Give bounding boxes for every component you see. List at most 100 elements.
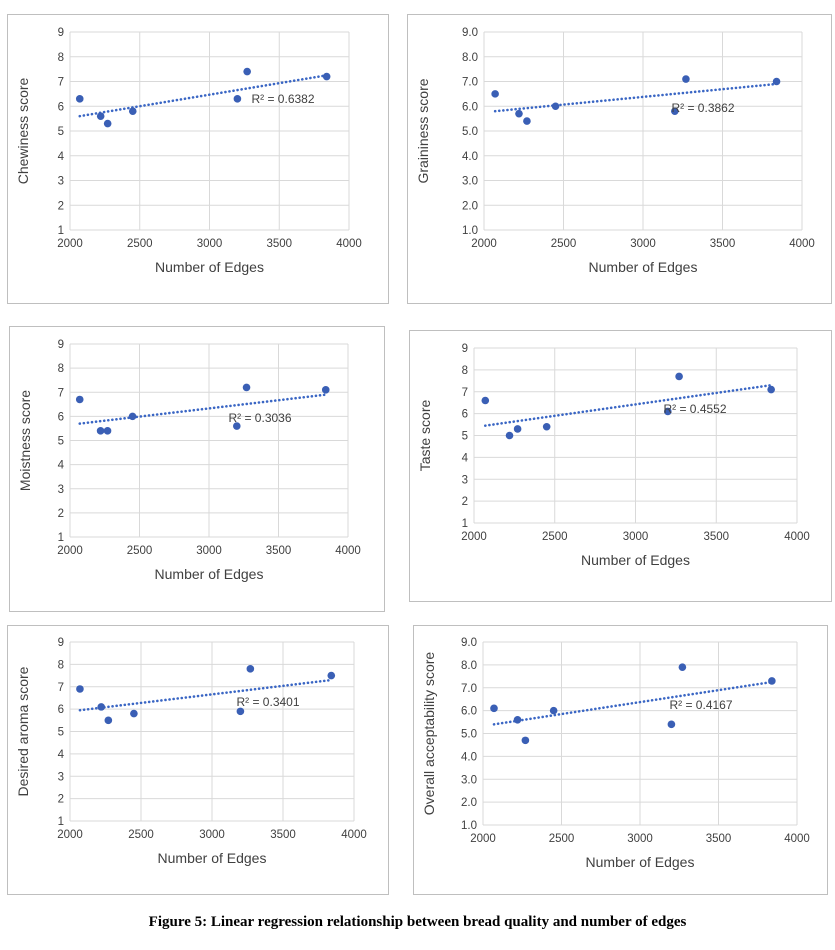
y-tick-label: 4	[462, 452, 469, 464]
y-tick-label: 8.0	[462, 52, 478, 64]
y-tick-label: 8.0	[461, 660, 477, 672]
y-tick-label: 6	[58, 704, 64, 716]
data-point	[75, 95, 84, 103]
data-point	[104, 716, 113, 725]
data-point	[236, 707, 245, 716]
y-tick-label: 1	[58, 532, 64, 544]
data-point	[321, 386, 330, 394]
x-tick-label: 3500	[270, 829, 296, 841]
x-tick-label: 3500	[266, 238, 292, 250]
y-tick-label: 9.0	[462, 27, 478, 39]
data-point	[682, 75, 690, 83]
data-point	[768, 677, 776, 685]
trendline	[492, 680, 774, 726]
data-point	[481, 396, 490, 405]
x-tick-label: 2000	[57, 545, 83, 557]
chart-panel-moistness: 1 2 3 4 5 6 7 8 9 2000 2500 3000 3500 4000 R² = 0.3036…	[9, 326, 385, 612]
data-point	[96, 112, 105, 120]
chart-panel-aroma: 1 2 3 4 5 6 7 8 9 2000 2500 3000 3500 4000 R² = 0.3401…	[7, 625, 389, 895]
data-point	[246, 665, 255, 673]
y-tick-label: 5.0	[461, 729, 477, 741]
data-point	[772, 77, 781, 86]
y-tick-label: 3	[462, 474, 468, 486]
y-tick-label: 9	[58, 339, 64, 351]
y-tick-label: 4	[58, 749, 65, 761]
y-tick-label: 3.0	[461, 774, 477, 786]
x-tick-label: 4000	[784, 531, 810, 543]
y-tick-label: 6.0	[462, 101, 478, 113]
x-tick-label: 3000	[196, 545, 222, 557]
y-tick-label: 1	[58, 816, 64, 828]
x-tick-label: 2500	[549, 833, 575, 845]
chart-graininess: 1.0 2.0 3.0 4.0 5.0 6.0 7.0 8.0 9.0 2000 2500 3000 3…	[415, 27, 815, 275]
x-tick-label: 3500	[703, 531, 729, 543]
chart-chewiness: 1 2 3 4 5 6 7 8 9 2000 2500 3000 3500 4000 R² = 0.6382…	[15, 27, 362, 275]
y-tick-label: 3	[58, 771, 64, 783]
y-tick-label: 4.0	[462, 151, 478, 163]
data-point	[75, 395, 84, 404]
y-tick-label: 5.0	[462, 126, 478, 138]
y-tick-label: 4	[58, 460, 65, 472]
y-tick-label: 5	[58, 436, 64, 448]
data-point	[490, 704, 498, 713]
data-point	[523, 117, 531, 125]
x-tick-label: 3500	[710, 238, 736, 250]
chart-panel-taste: 1 2 3 4 5 6 7 8 9 2000 2500 3000 3500 4000 R² = 0.4552…	[409, 330, 832, 602]
x-tick-label: 4000	[335, 545, 361, 557]
x-tick-label: 3000	[197, 238, 223, 250]
y-tick-label: 1.0	[461, 820, 477, 832]
data-point	[76, 685, 84, 693]
data-point	[491, 90, 499, 98]
x-tick-label: 3000	[623, 531, 649, 543]
y-tick-label: 1.0	[462, 225, 478, 237]
x-axis-label: Number of Edges	[581, 552, 690, 568]
y-tick-label: 5	[462, 431, 468, 443]
data-point	[678, 663, 687, 671]
x-tick-label: 3000	[627, 833, 653, 845]
y-tick-label: 3.0	[462, 176, 478, 188]
y-tick-label: 2	[58, 794, 64, 806]
y-tick-label: 8	[58, 659, 64, 671]
chart-panel-graininess: 1.0 2.0 3.0 4.0 5.0 6.0 7.0 8.0 9.0 2000 2500 3000 3…	[407, 14, 832, 304]
trendline	[78, 74, 328, 118]
data-point	[233, 95, 242, 103]
y-tick-label: 4.0	[461, 751, 477, 763]
y-axis-label: Overall acceptability score	[421, 652, 437, 816]
x-tick-label: 3000	[630, 238, 656, 250]
data-point	[130, 709, 138, 718]
y-tick-label: 9	[58, 637, 64, 649]
y-tick-label: 2	[58, 200, 64, 212]
r-squared-label: R² = 0.3401	[236, 695, 299, 709]
x-axis-label: Number of Edges	[589, 259, 698, 275]
y-tick-label: 9	[462, 343, 468, 355]
r-squared-label: R² = 0.4167	[669, 698, 732, 712]
y-axis-label: Chewiness score	[15, 77, 31, 184]
y-axis-label: Moistness score	[17, 390, 33, 491]
y-tick-label: 6	[58, 101, 64, 113]
x-tick-label: 2500	[127, 545, 153, 557]
x-tick-label: 2500	[127, 238, 153, 250]
trendline	[484, 383, 773, 427]
data-point	[242, 383, 251, 392]
y-tick-label: 6	[462, 409, 468, 421]
x-tick-label: 2000	[57, 238, 83, 250]
y-axis-label: Desired aroma score	[15, 666, 31, 796]
data-point	[103, 427, 112, 435]
y-tick-label: 7	[58, 682, 64, 694]
y-tick-label: 3	[58, 176, 64, 188]
x-axis-label: Number of Edges	[158, 850, 267, 866]
y-tick-label: 2	[462, 496, 468, 508]
data-point	[96, 427, 105, 435]
y-tick-label: 8	[58, 52, 64, 64]
x-tick-label: 3500	[266, 545, 292, 557]
data-point	[322, 72, 331, 81]
y-tick-label: 7	[462, 387, 468, 399]
y-axis-label: Graininess score	[415, 78, 431, 183]
y-tick-label: 7	[58, 77, 64, 89]
x-tick-label: 3500	[706, 833, 732, 845]
data-point	[327, 671, 336, 680]
x-tick-label: 2500	[551, 238, 577, 250]
y-tick-label: 2.0	[462, 200, 478, 212]
r-squared-label: R² = 0.4552	[663, 402, 726, 416]
data-point	[128, 107, 137, 115]
